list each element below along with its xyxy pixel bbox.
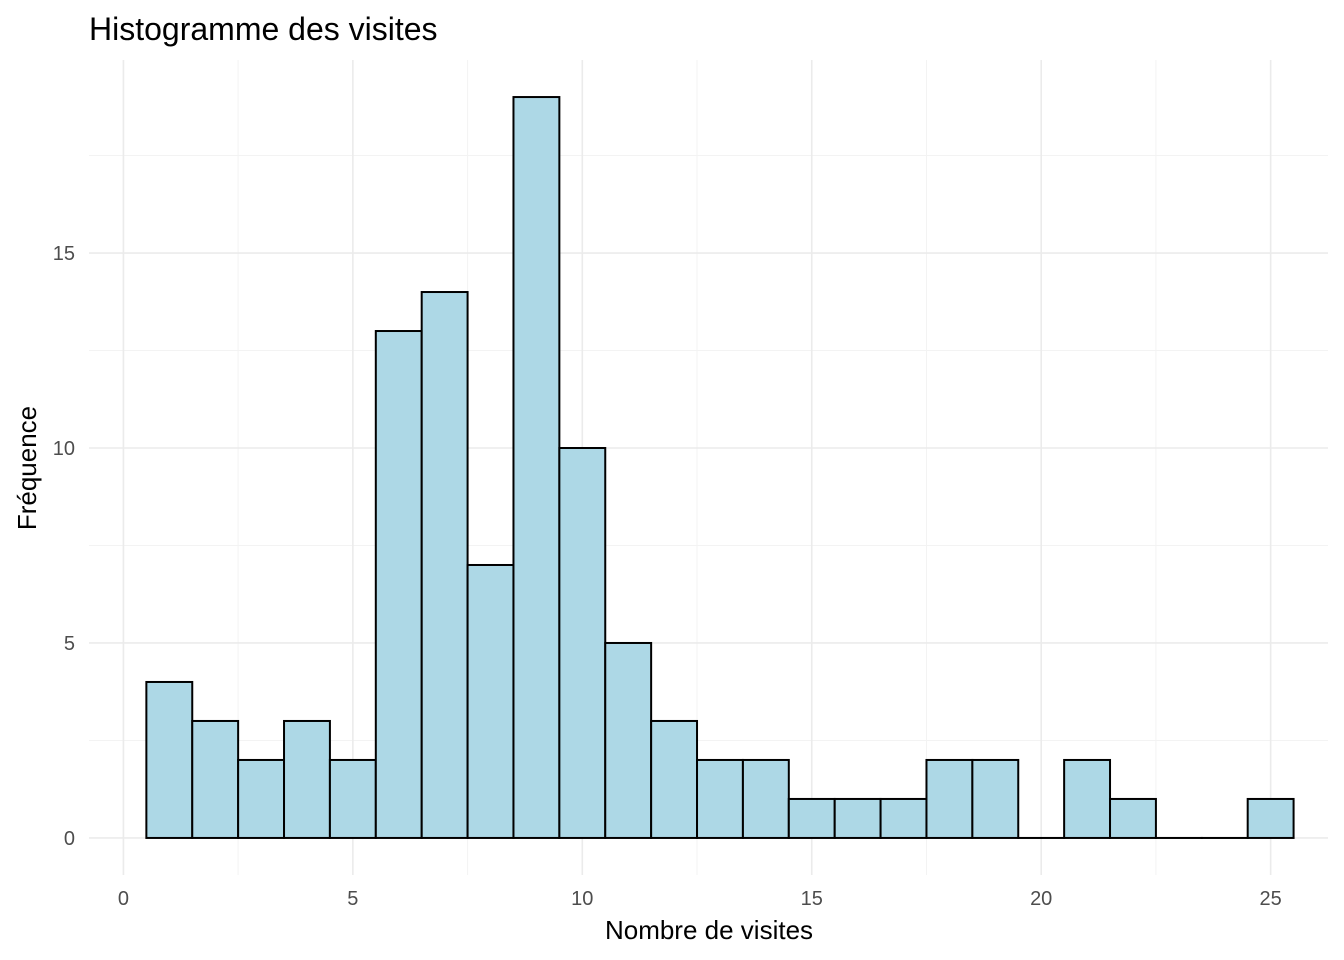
x-tick-label: 0	[118, 888, 129, 910]
y-axis-tick-labels: 0 5 10 15	[53, 243, 75, 850]
histogram-bar	[650, 719, 699, 839]
histogram-bar	[328, 758, 377, 839]
x-tick-label: 10	[571, 888, 593, 910]
y-tick-label: 5	[64, 633, 75, 655]
x-tick-label: 20	[1030, 888, 1052, 910]
chart-title: Histogramme des visites	[89, 11, 438, 47]
histogram-bar	[604, 641, 653, 839]
histogram-bar	[374, 330, 423, 839]
histogram-bar	[741, 758, 790, 839]
histogram-bar	[420, 291, 469, 839]
y-axis-label: Fréquence	[12, 406, 42, 530]
x-tick-label: 25	[1260, 888, 1282, 910]
histogram-bar	[971, 758, 1020, 839]
histogram-bar	[145, 680, 194, 839]
minor-gridlines	[89, 60, 1328, 875]
histogram-bars	[145, 96, 1295, 839]
histogram-bar	[191, 719, 240, 839]
histogram-bar	[925, 758, 974, 839]
major-gridlines	[89, 60, 1328, 875]
histogram-bar	[283, 719, 331, 839]
x-tick-label: 15	[801, 888, 823, 910]
histogram-bar	[787, 797, 836, 839]
histogram-bar	[879, 797, 928, 839]
histogram-bar	[696, 758, 744, 839]
x-tick-label: 5	[347, 888, 358, 910]
histogram-bar	[1246, 797, 1295, 839]
histogram-bar	[512, 96, 561, 839]
histogram-bar	[1109, 797, 1157, 839]
histogram-bar	[466, 563, 515, 839]
histogram-bar	[237, 758, 286, 839]
histogram-bar	[833, 797, 882, 839]
y-tick-label: 15	[53, 243, 75, 265]
x-axis-tick-labels: 0 5 10 15 20 25	[118, 888, 1282, 910]
x-axis-label: Nombre de visites	[605, 915, 813, 945]
histogram-bar	[558, 447, 607, 839]
histogram-bar	[1063, 758, 1112, 839]
y-tick-label: 10	[53, 438, 75, 460]
y-tick-label: 0	[64, 828, 75, 850]
